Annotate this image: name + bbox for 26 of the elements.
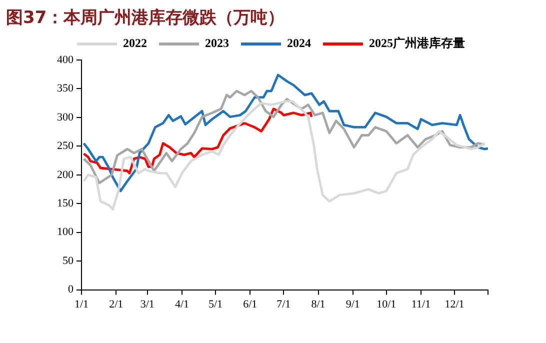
y-tick-label: 200 <box>57 168 74 181</box>
x-tick-label: 6/1 <box>243 298 258 310</box>
legend-label: 2023 <box>205 36 229 50</box>
x-tick-label: 11/1 <box>411 298 431 310</box>
x-tick-label: 9/1 <box>346 298 360 310</box>
x-tick-label: 1/1 <box>74 298 89 310</box>
y-tick-label: 300 <box>57 111 74 124</box>
x-tick-label: 3/1 <box>140 298 154 310</box>
legend-label: 2025广州港库存量 <box>369 36 465 50</box>
x-tick-label: 7/1 <box>276 298 291 310</box>
y-tick-label: 250 <box>57 140 74 152</box>
x-tick-label: 10/1 <box>376 298 396 310</box>
x-tick-label: 2/1 <box>109 298 124 310</box>
y-tick-label: 100 <box>57 226 74 238</box>
x-tick-label: 8/1 <box>311 298 326 310</box>
y-tick-label: 0 <box>68 284 74 296</box>
x-tick-label: 5/1 <box>208 298 223 310</box>
legend-label: 2024 <box>287 36 311 50</box>
x-tick-label: 12/1 <box>444 298 464 310</box>
y-tick-label: 400 <box>57 54 74 66</box>
legend-label: 2022 <box>123 36 147 50</box>
x-tick-label: 4/1 <box>174 298 190 310</box>
y-tick-label: 350 <box>57 82 74 95</box>
chart-title: 图37：本周广州港库存微跌（万吨） <box>5 7 286 28</box>
y-tick-label: 150 <box>57 198 74 210</box>
y-tick-label: 50 <box>62 254 74 267</box>
